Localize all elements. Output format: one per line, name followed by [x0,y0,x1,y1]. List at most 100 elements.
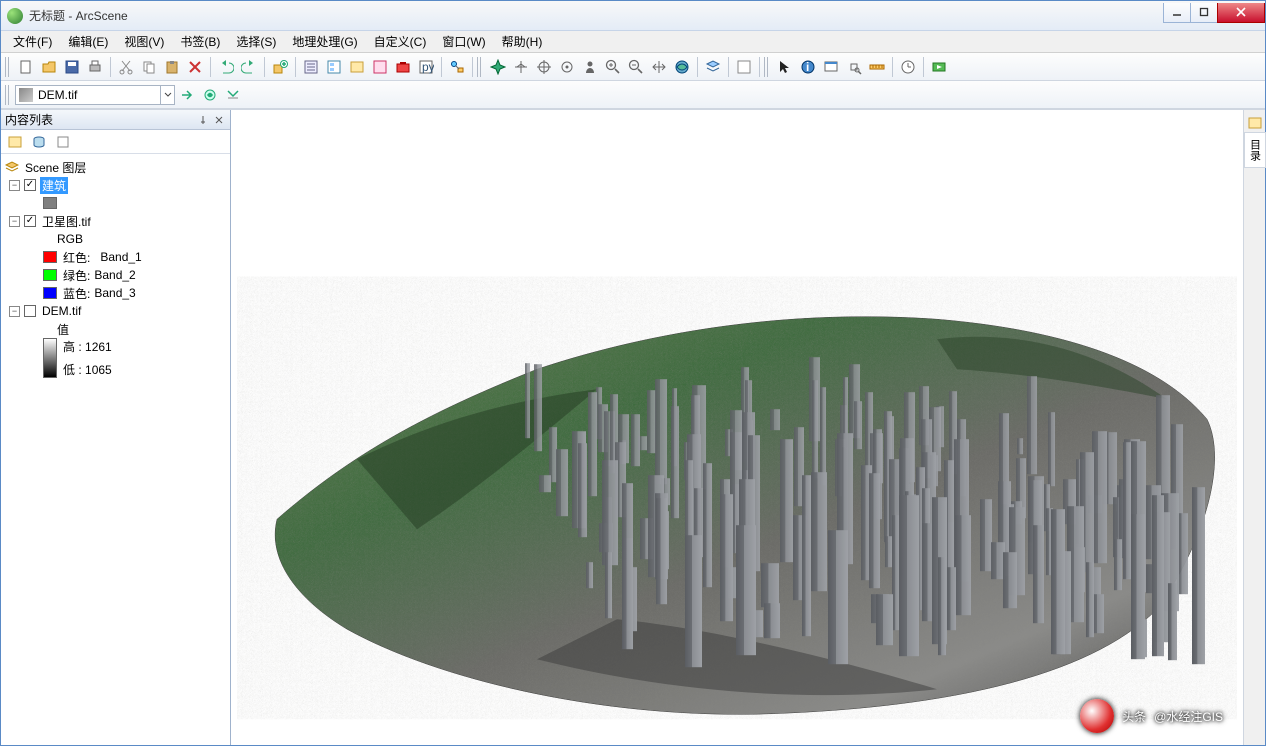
georef-icon[interactable] [199,84,221,106]
toolbar-grip[interactable] [5,57,10,77]
layer-name[interactable]: DEM.tif [40,304,83,318]
new-icon[interactable] [15,56,37,78]
html-popup-icon[interactable] [820,56,842,78]
layer-checkbox[interactable] [24,305,36,317]
toc-tree[interactable]: Scene 图层 − 建筑 − 卫星图.tif R [1,154,230,745]
search-window-icon[interactable] [369,56,391,78]
toolbox-icon[interactable] [392,56,414,78]
menu-bookmarks[interactable]: 书签(B) [172,31,228,52]
list-by-source-icon[interactable] [29,132,49,152]
add-data-icon[interactable] [269,56,291,78]
chevron-down-icon[interactable] [160,86,174,104]
navigate-icon[interactable] [487,56,509,78]
python-icon[interactable]: py [415,56,437,78]
fly-icon[interactable] [510,56,532,78]
scene-tree-icon[interactable] [323,56,345,78]
close-button[interactable] [1217,3,1265,23]
titlebar[interactable]: 无标题 - ArcScene [1,1,1265,31]
app-icon [7,8,23,24]
find-icon[interactable] [843,56,865,78]
toc-layer-row[interactable]: − 卫星图.tif [1,212,230,230]
watermark-left: 头条 [1122,708,1146,725]
catalog-tab[interactable]: 目录 [1244,132,1266,168]
list-by-drawing-icon[interactable] [5,132,25,152]
scene-3d [237,159,1237,719]
toc-root-row[interactable]: Scene 图层 [1,158,230,176]
toc-root-label: Scene 图层 [23,159,88,176]
source-arrow-icon[interactable] [176,84,198,106]
catalog-tab-icon[interactable] [1246,114,1264,132]
observer-icon[interactable] [579,56,601,78]
menu-help[interactable]: 帮助(H) [494,31,551,52]
toolbar-grip[interactable] [764,57,769,77]
zoom-in-icon[interactable] [602,56,624,78]
paste-icon[interactable] [161,56,183,78]
undo-icon[interactable] [215,56,237,78]
close-panel-icon[interactable] [212,113,226,127]
toc-icon[interactable] [300,56,322,78]
toc-title: 内容列表 [5,111,53,128]
scene-layers-icon [5,161,19,173]
georef-dropdown-icon[interactable] [222,84,244,106]
zoom-out-icon[interactable] [625,56,647,78]
layer-name[interactable]: 建筑 [40,177,68,194]
layer-name[interactable]: 卫星图.tif [40,213,93,230]
symbol-swatch[interactable] [43,197,57,209]
open-icon[interactable] [38,56,60,78]
copy-icon[interactable] [138,56,160,78]
layer-checkbox[interactable] [24,215,36,227]
toolbar-grip[interactable] [5,85,10,105]
band-row: 红色: Band_1 [1,248,230,266]
toc-layer-row[interactable]: − DEM.tif [1,302,230,320]
band-label: 蓝色: [63,285,90,302]
pan-icon[interactable] [648,56,670,78]
cut-icon[interactable] [115,56,137,78]
low-label: 低 : [63,363,82,377]
menu-selection[interactable]: 选择(S) [228,31,284,52]
layers-dropdown-icon[interactable] [702,56,724,78]
collapse-icon[interactable]: − [9,306,20,317]
toc-panel: 内容列表 Scene 图层 − 建筑 [1,110,231,745]
select-arrow-icon[interactable] [774,56,796,78]
band-label: 绿色: [63,267,90,284]
menu-customize[interactable]: 自定义(C) [366,31,435,52]
menu-file[interactable]: 文件(F) [5,31,60,52]
full-extent-icon[interactable] [671,56,693,78]
print-icon[interactable] [84,56,106,78]
redo-icon[interactable] [238,56,260,78]
symbol-row[interactable] [1,194,230,212]
body: 内容列表 Scene 图层 − 建筑 [1,109,1265,745]
pin-icon[interactable] [196,113,210,127]
center-icon[interactable] [533,56,555,78]
menu-edit[interactable]: 编辑(E) [60,31,116,52]
menu-window[interactable]: 窗口(W) [434,31,493,52]
animation-icon[interactable] [928,56,950,78]
collapse-icon[interactable]: − [9,180,20,191]
band-value: Band_3 [94,286,135,300]
measure-icon[interactable] [866,56,888,78]
layer-checkbox[interactable] [24,179,36,191]
catalog-icon[interactable] [346,56,368,78]
target-icon[interactable] [556,56,578,78]
collapse-icon[interactable]: − [9,216,20,227]
model-builder-icon[interactable] [446,56,468,78]
menu-geoprocessing[interactable]: 地理处理(G) [284,31,365,52]
toolbar-grip[interactable] [477,57,482,77]
delete-icon[interactable] [184,56,206,78]
clear-selection-icon[interactable] [733,56,755,78]
minimize-button[interactable] [1163,3,1191,23]
toc-header[interactable]: 内容列表 [1,110,230,130]
svg-text:py: py [422,60,434,74]
time-slider-icon[interactable] [897,56,919,78]
low-value: 1065 [85,363,112,377]
maximize-button[interactable] [1190,3,1218,23]
save-icon[interactable] [61,56,83,78]
band-row: 绿色: Band_2 [1,266,230,284]
band-swatch-red [43,251,57,263]
menu-view[interactable]: 视图(V) [116,31,172,52]
toc-layer-row[interactable]: − 建筑 [1,176,230,194]
scene-viewport[interactable]: 头条 @水经注GIS [231,110,1243,745]
identify-icon[interactable]: i [797,56,819,78]
list-by-selection-icon[interactable] [53,132,73,152]
layer-combo[interactable]: DEM.tif [15,85,175,105]
